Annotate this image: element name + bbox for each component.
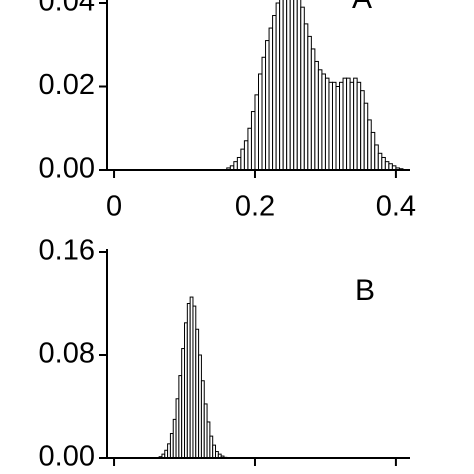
- bar: [310, 48, 316, 171]
- bar: [268, 27, 274, 171]
- bar: [331, 81, 337, 171]
- bar: [342, 77, 348, 171]
- bar: [265, 40, 270, 171]
- bar: [240, 148, 245, 171]
- bar: [289, 0, 295, 171]
- bar: [258, 73, 263, 171]
- bar: [353, 77, 358, 171]
- bar: [303, 23, 309, 171]
- y-tick-label: 0.02: [39, 69, 95, 101]
- x-tick-label: 0.4: [376, 191, 416, 223]
- y-tick-label: 0.00: [39, 153, 95, 185]
- bar: [370, 131, 376, 171]
- bar: [381, 156, 386, 171]
- y-tick-label: 0.00: [39, 441, 95, 473]
- x-tick-label: 0.2: [235, 191, 275, 223]
- bar: [293, 0, 298, 171]
- bar: [317, 69, 323, 171]
- bar: [286, 0, 291, 171]
- bar: [384, 161, 390, 171]
- y-tick-label: 0.08: [39, 338, 95, 370]
- bar: [356, 81, 362, 171]
- bar: [335, 86, 341, 171]
- bar: [314, 60, 319, 171]
- bar: [275, 2, 281, 171]
- bar: [321, 73, 326, 171]
- bar: [243, 140, 249, 171]
- x-tick-label: 0: [106, 191, 122, 223]
- bar: [236, 156, 242, 171]
- bar: [233, 161, 238, 171]
- bar: [307, 35, 312, 171]
- bar: [296, 0, 302, 171]
- bar: [360, 90, 365, 171]
- bar: [247, 127, 252, 171]
- bar: [328, 81, 333, 171]
- bar: [324, 77, 330, 171]
- panel-label: A: [352, 0, 372, 15]
- y-tick-label: 0.04: [39, 0, 95, 18]
- y-tick-label: 0.16: [39, 235, 95, 267]
- bar: [349, 81, 355, 171]
- bar: [377, 152, 383, 171]
- bar: [300, 6, 305, 171]
- panel-label: B: [355, 274, 375, 307]
- bar: [374, 144, 379, 171]
- bar: [339, 81, 344, 171]
- bar: [261, 56, 267, 171]
- bar: [272, 15, 277, 171]
- bar: [254, 94, 260, 171]
- bar: [250, 111, 256, 171]
- bar: [279, 0, 284, 171]
- bar: [363, 102, 369, 171]
- bar: [282, 0, 288, 171]
- bar: [367, 119, 372, 171]
- bar: [346, 77, 351, 171]
